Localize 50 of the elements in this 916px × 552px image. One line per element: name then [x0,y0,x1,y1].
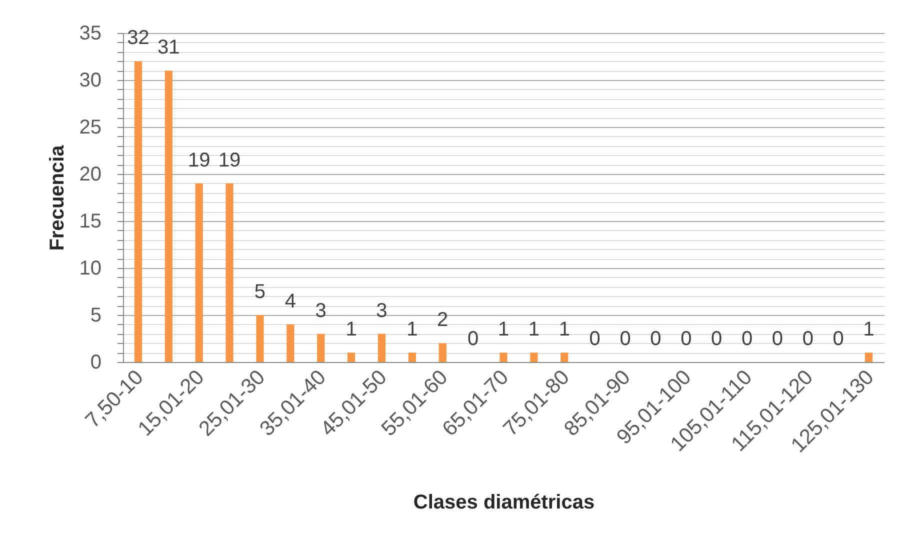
data-label: 3 [376,300,388,322]
data-label: 0 [589,328,600,350]
bar [317,334,325,362]
bar [256,315,264,362]
bar [347,352,356,362]
data-label: 19 [218,149,241,172]
y-tick-label: 35 [79,22,102,44]
data-label: 32 [127,27,150,50]
data-label: 1 [863,318,874,341]
bar [134,61,142,362]
data-label: 31 [158,36,180,59]
bar [164,70,172,362]
bar [408,352,416,362]
bar [378,334,386,362]
bar [864,352,873,362]
y-tick-label: 0 [90,352,102,374]
data-label: 0 [832,328,844,350]
bar [286,324,294,362]
data-label: 4 [284,290,296,312]
data-label: 5 [254,281,266,303]
y-tick-label: 10 [79,258,102,280]
data-label: 2 [437,309,448,332]
y-tick-label: 20 [79,164,102,186]
data-label: 1 [498,318,510,341]
bar [195,183,203,362]
y-tick-label: 15 [79,210,102,232]
data-label: 0 [467,328,479,350]
bar [500,352,508,362]
data-label: 3 [315,300,326,322]
x-axis-title: Clases diamétricas [413,491,595,514]
bar [560,352,568,362]
y-tick-label: 5 [90,304,102,326]
bar [438,343,446,362]
bar [226,183,234,362]
data-label: 0 [772,328,784,350]
y-axis-title: Frecuencia [46,144,68,251]
data-label: 1 [528,318,540,341]
data-label: 1 [406,318,418,341]
data-label: 0 [741,328,753,350]
data-label: 1 [558,318,570,341]
y-tick-label: 30 [79,70,102,92]
data-label: 0 [620,328,631,350]
data-label: 1 [346,318,357,341]
bar [530,352,538,362]
data-label: 0 [650,328,662,350]
y-tick-label: 25 [79,116,102,138]
data-label: 19 [188,149,210,172]
data-label: 0 [802,328,814,350]
data-label: 0 [711,328,722,350]
data-label: 0 [680,328,692,350]
